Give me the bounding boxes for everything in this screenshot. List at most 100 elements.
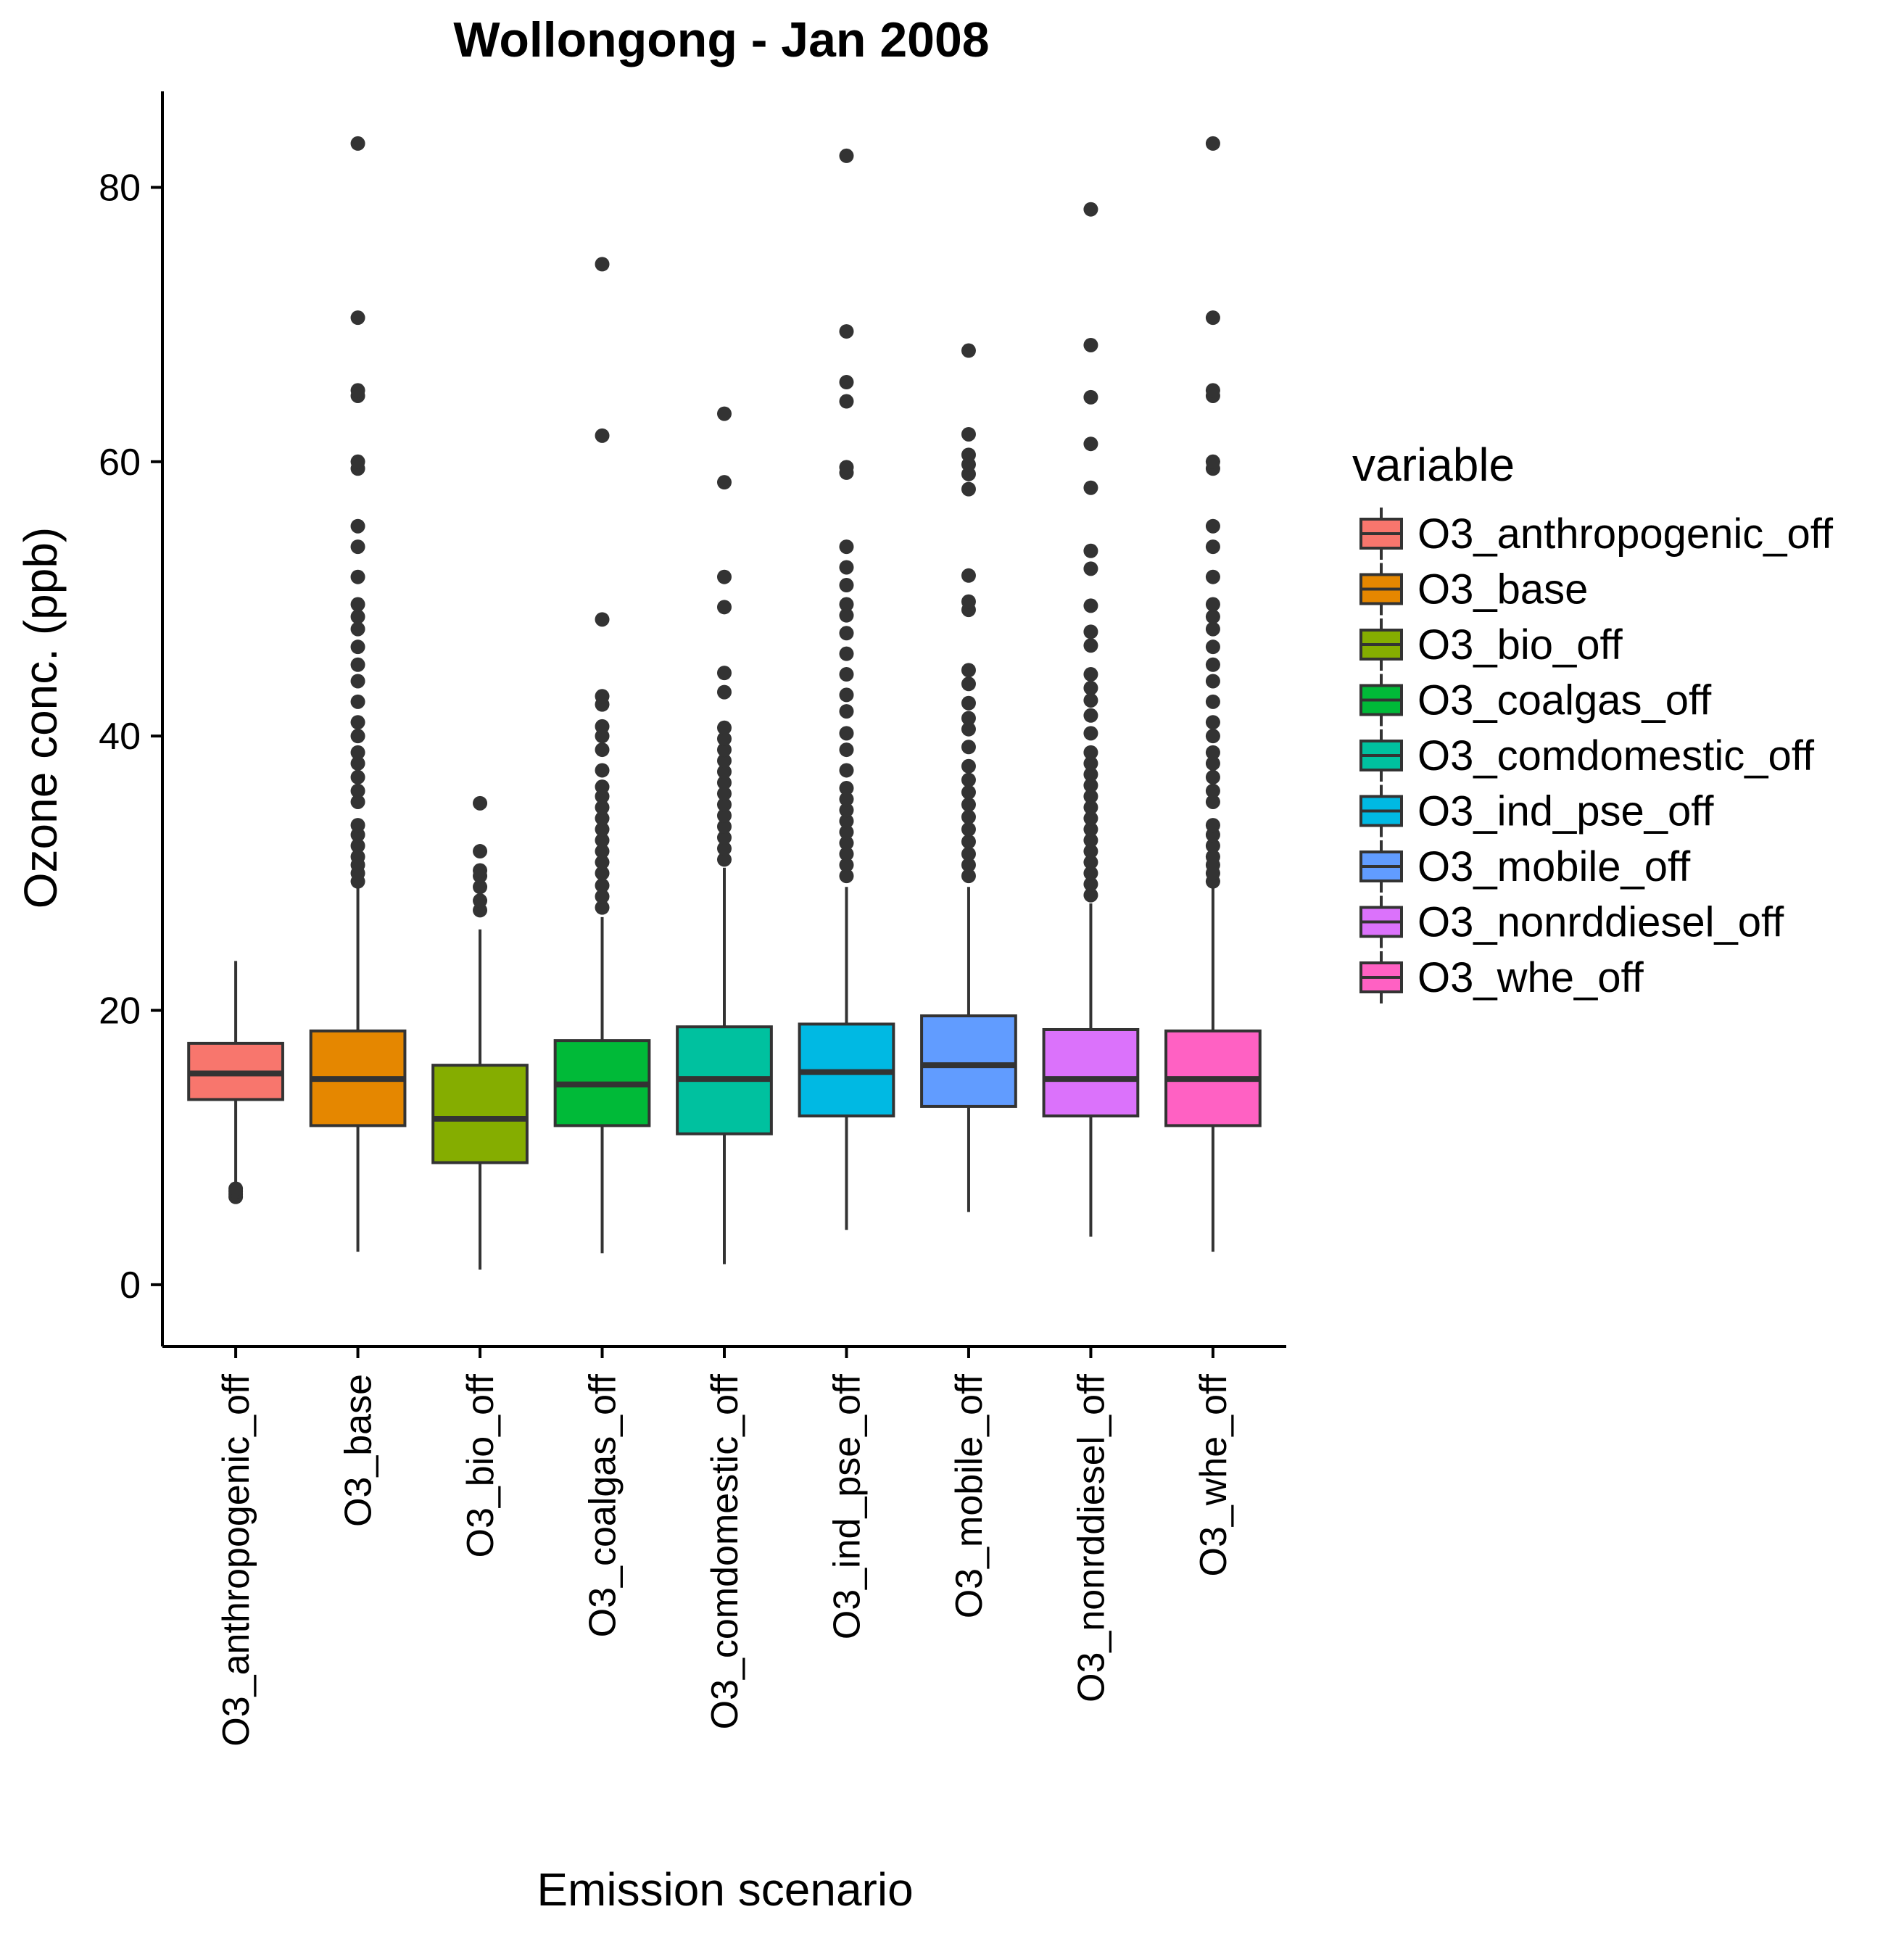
outlier-point <box>961 594 976 609</box>
outlier-point <box>350 569 365 584</box>
outlier-point <box>839 375 854 390</box>
x-tick-label: O3_comdomestic_off <box>704 1373 746 1729</box>
outlier-point <box>839 687 854 703</box>
legend-label: O3_base <box>1417 566 1588 613</box>
outlier-point <box>839 608 854 623</box>
plot-area <box>187 136 1262 1270</box>
legend-item-O3_comdomestic_off: O3_comdomestic_off <box>1359 729 1815 782</box>
iqr-box <box>920 1014 1017 1108</box>
outlier-point <box>1083 745 1098 760</box>
outlier-point <box>350 729 365 744</box>
outlier-point <box>1083 789 1098 804</box>
x-tick-label: O3_base <box>338 1374 380 1527</box>
outlier-point <box>595 763 610 778</box>
y-tick-label: 20 <box>99 990 141 1032</box>
outlier-point <box>350 136 365 151</box>
outlier-point <box>1205 383 1220 398</box>
outlier-point <box>1083 866 1098 881</box>
outlier-point <box>1083 692 1098 708</box>
outlier-point <box>717 684 732 700</box>
y-axis-ticks: 0 20 40 60 80 <box>99 167 162 1307</box>
outlier-point <box>473 893 488 908</box>
outlier-point <box>961 869 976 884</box>
outlier-point <box>1083 680 1098 695</box>
outlier-point <box>1205 518 1220 534</box>
legend-item-O3_anthropogenic_off: O3_anthropogenic_off <box>1359 508 1834 560</box>
box-O3_bio_off <box>431 795 529 1270</box>
outlier-point <box>1205 539 1220 555</box>
outlier-point <box>961 772 976 787</box>
outlier-point <box>1083 436 1098 452</box>
outlier-point <box>839 646 854 661</box>
outlier-point <box>350 694 365 709</box>
box-O3_coalgas_off <box>553 257 651 1254</box>
x-axis-ticks: O3_anthropogenic_off O3_base O3_bio_off O3_… <box>215 1346 1235 1747</box>
outlier-point <box>1083 337 1098 352</box>
outlier-point <box>1205 794 1220 809</box>
y-tick-label: 40 <box>99 716 141 758</box>
outlier-point <box>961 711 976 726</box>
iqr-box <box>1042 1027 1140 1118</box>
outlier-point <box>961 663 976 678</box>
box-O3_ind_pse_off <box>798 148 895 1230</box>
outlier-point <box>350 621 365 637</box>
outlier-point <box>350 383 365 398</box>
outlier-point <box>1205 310 1220 326</box>
outlier-point <box>961 481 976 497</box>
outlier-point <box>717 775 732 790</box>
outlier-point <box>1083 624 1098 639</box>
outlier-point <box>1205 715 1220 730</box>
outlier-point <box>961 846 976 861</box>
outlier-point <box>1205 674 1220 689</box>
outlier-point <box>839 626 854 641</box>
y-axis-title: Ozone conc. (ppb) <box>15 527 67 909</box>
outlier-point <box>717 819 732 835</box>
outlier-point <box>717 753 732 769</box>
outlier-point <box>595 844 610 859</box>
outlier-point <box>839 824 854 840</box>
outlier-point <box>961 834 976 849</box>
outlier-point <box>1083 778 1098 793</box>
outlier-point <box>595 866 610 881</box>
outlier-point <box>961 740 976 755</box>
outlier-point <box>1205 756 1220 771</box>
outlier-point <box>1205 745 1220 760</box>
outlier-point <box>717 742 732 758</box>
outlier-point <box>350 518 365 534</box>
x-tick-label: O3_nonrddiesel_off <box>1070 1373 1112 1702</box>
outlier-point <box>473 863 488 878</box>
legend-item-O3_ind_pse_off: O3_ind_pse_off <box>1359 785 1714 837</box>
outlier-point <box>350 597 365 612</box>
outlier-point <box>839 814 854 829</box>
outlier-point <box>473 795 488 811</box>
outlier-point <box>595 800 610 815</box>
outlier-point <box>839 835 854 850</box>
legend-item-O3_coalgas_off: O3_coalgas_off <box>1359 674 1712 727</box>
outlier-point <box>1083 756 1098 771</box>
outlier-point <box>473 879 488 895</box>
outlier-point <box>839 148 854 163</box>
box-O3_anthropogenic_off <box>187 961 284 1204</box>
x-tick-label: O3_mobile_off <box>948 1373 990 1618</box>
outlier-point <box>717 764 732 779</box>
outlier-point <box>350 609 365 624</box>
outlier-point <box>1083 561 1098 576</box>
outlier-point <box>350 838 365 853</box>
outlier-point <box>1083 887 1098 903</box>
outlier-point <box>961 568 976 583</box>
outlier-point <box>1205 136 1220 151</box>
outlier-point <box>595 719 610 734</box>
outlier-point <box>961 695 976 711</box>
legend-label: O3_anthropogenic_off <box>1417 510 1834 558</box>
outlier-point <box>350 454 365 469</box>
legend-label: O3_bio_off <box>1417 621 1623 669</box>
outlier-point <box>839 667 854 682</box>
box-O3_base <box>309 136 407 1252</box>
outlier-point <box>717 786 732 801</box>
outlier-point <box>1083 708 1098 723</box>
outlier-point <box>839 704 854 719</box>
outlier-point <box>839 560 854 575</box>
outlier-point <box>595 428 610 443</box>
outlier-point <box>1205 769 1220 785</box>
outlier-point <box>1205 783 1220 798</box>
